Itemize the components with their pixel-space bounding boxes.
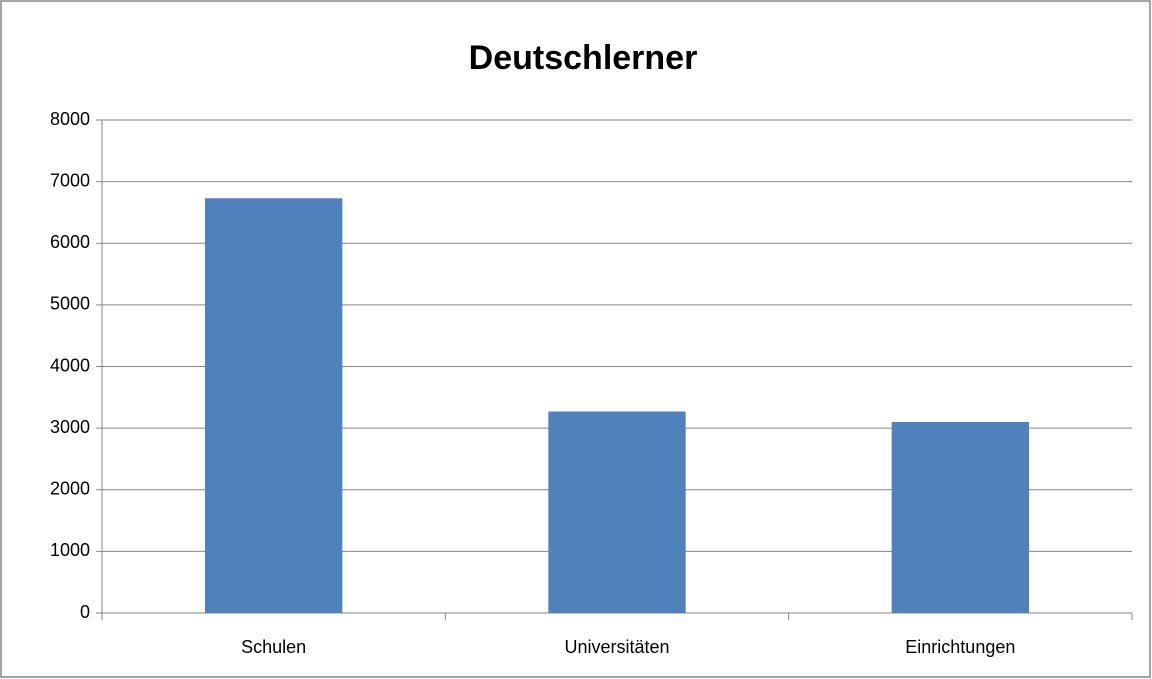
y-tick-label: 4000 xyxy=(50,355,90,375)
x-tick-label: Universitäten xyxy=(564,637,669,657)
y-tick-label: 5000 xyxy=(50,294,90,314)
chart-title: Deutschlerner xyxy=(469,39,698,77)
x-tick-label: Einrichtungen xyxy=(905,637,1015,657)
y-tick-label: 0 xyxy=(80,602,90,622)
y-tick-label: 3000 xyxy=(50,417,90,437)
y-tick-label: 7000 xyxy=(50,170,90,190)
y-tick-label: 6000 xyxy=(50,232,90,252)
bar xyxy=(548,411,686,613)
bar xyxy=(891,421,1029,613)
x-tick-label: Schulen xyxy=(241,637,306,657)
y-tick-label: 8000 xyxy=(50,109,90,129)
y-tick-label: 1000 xyxy=(50,540,90,560)
bar xyxy=(205,198,343,614)
y-tick-label: 2000 xyxy=(50,479,90,499)
